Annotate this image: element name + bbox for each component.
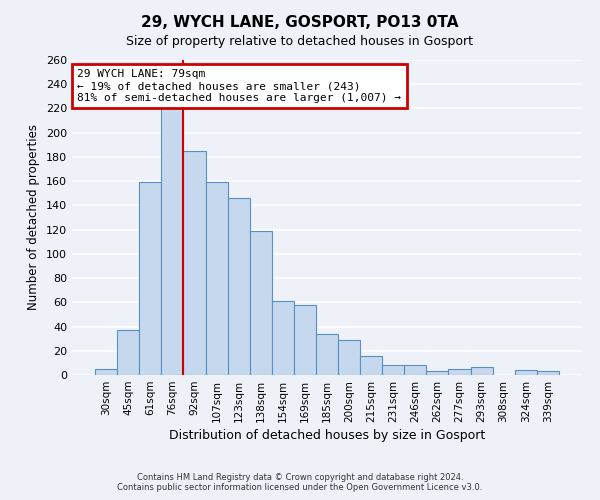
Text: Contains HM Land Registry data © Crown copyright and database right 2024.
Contai: Contains HM Land Registry data © Crown c…: [118, 473, 482, 492]
Bar: [184, 151, 206, 375]
Bar: [294, 304, 316, 375]
Bar: [227, 198, 250, 375]
Bar: [272, 301, 294, 375]
Text: 29 WYCH LANE: 79sqm
← 19% of detached houses are smaller (243)
81% of semi-detac: 29 WYCH LANE: 79sqm ← 19% of detached ho…: [77, 70, 401, 102]
Bar: [161, 108, 184, 375]
Bar: [206, 182, 227, 375]
Bar: [448, 369, 470, 375]
Bar: [117, 330, 139, 375]
Bar: [537, 372, 559, 375]
Bar: [316, 334, 338, 375]
Text: 29, WYCH LANE, GOSPORT, PO13 0TA: 29, WYCH LANE, GOSPORT, PO13 0TA: [141, 15, 459, 30]
Bar: [360, 356, 382, 375]
Bar: [515, 370, 537, 375]
Bar: [95, 369, 117, 375]
Bar: [139, 182, 161, 375]
X-axis label: Distribution of detached houses by size in Gosport: Distribution of detached houses by size …: [169, 429, 485, 442]
Bar: [338, 340, 360, 375]
Bar: [404, 366, 427, 375]
Bar: [427, 372, 448, 375]
Bar: [382, 366, 404, 375]
Bar: [470, 366, 493, 375]
Y-axis label: Number of detached properties: Number of detached properties: [28, 124, 40, 310]
Text: Size of property relative to detached houses in Gosport: Size of property relative to detached ho…: [127, 35, 473, 48]
Bar: [250, 231, 272, 375]
